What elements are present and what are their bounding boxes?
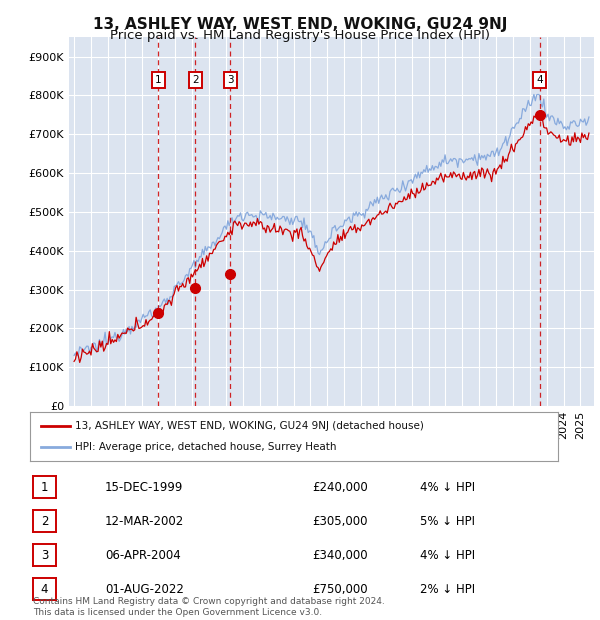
Text: 13, ASHLEY WAY, WEST END, WOKING, GU24 9NJ: 13, ASHLEY WAY, WEST END, WOKING, GU24 9…	[93, 17, 507, 32]
Text: Contains HM Land Registry data © Crown copyright and database right 2024.
This d: Contains HM Land Registry data © Crown c…	[33, 598, 385, 617]
Text: 4: 4	[536, 75, 543, 85]
Text: Price paid vs. HM Land Registry's House Price Index (HPI): Price paid vs. HM Land Registry's House …	[110, 29, 490, 42]
Text: 01-AUG-2022: 01-AUG-2022	[105, 583, 184, 596]
Text: 3: 3	[41, 549, 48, 562]
Text: 12-MAR-2002: 12-MAR-2002	[105, 515, 184, 528]
Text: 4% ↓ HPI: 4% ↓ HPI	[420, 480, 475, 494]
Text: 5% ↓ HPI: 5% ↓ HPI	[420, 515, 475, 528]
Text: 4% ↓ HPI: 4% ↓ HPI	[420, 549, 475, 562]
Text: 2: 2	[192, 75, 199, 85]
Text: £340,000: £340,000	[312, 549, 368, 562]
Text: 3: 3	[227, 75, 233, 85]
Text: 2: 2	[41, 515, 48, 528]
Text: 15-DEC-1999: 15-DEC-1999	[105, 480, 184, 494]
Text: £305,000: £305,000	[312, 515, 367, 528]
Text: 13, ASHLEY WAY, WEST END, WOKING, GU24 9NJ (detached house): 13, ASHLEY WAY, WEST END, WOKING, GU24 9…	[75, 421, 424, 431]
Text: 1: 1	[41, 480, 48, 494]
Text: 2% ↓ HPI: 2% ↓ HPI	[420, 583, 475, 596]
Text: 4: 4	[41, 583, 48, 596]
Text: 06-APR-2004: 06-APR-2004	[105, 549, 181, 562]
Text: £240,000: £240,000	[312, 480, 368, 494]
Text: £750,000: £750,000	[312, 583, 368, 596]
Text: HPI: Average price, detached house, Surrey Heath: HPI: Average price, detached house, Surr…	[75, 442, 337, 452]
Text: 1: 1	[155, 75, 162, 85]
